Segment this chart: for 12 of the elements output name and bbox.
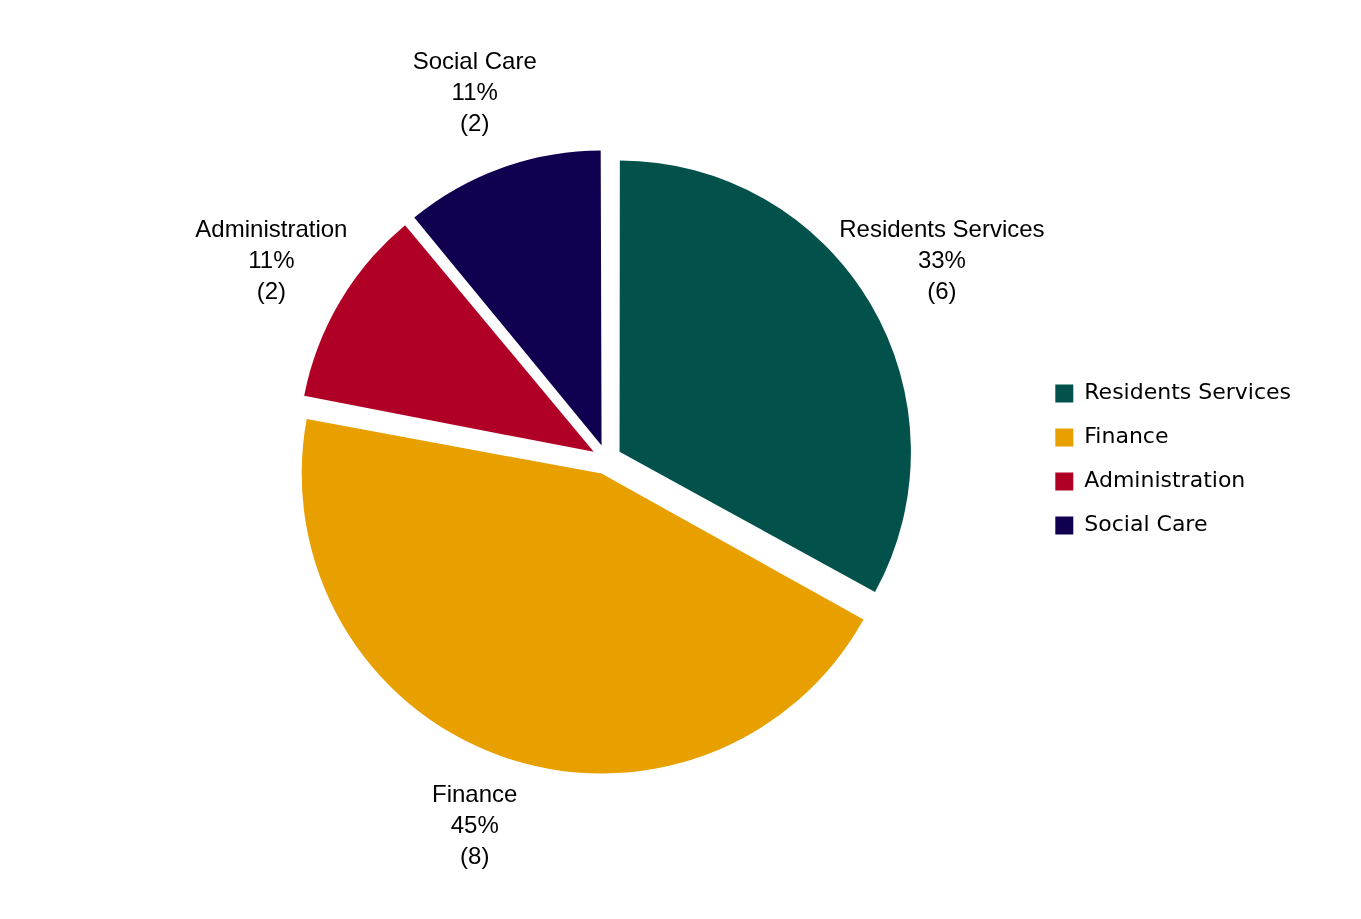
legend-label: Residents Services [1084,379,1291,405]
slice-label: Finance [432,779,518,807]
data-label: 11% (2) [451,77,498,136]
data-label: 45% (8) [450,810,499,869]
data-label: 33% (6) [917,245,966,304]
legend-label: Finance [1084,423,1169,449]
legend-label: Administration [1084,467,1246,493]
data-label: 11% (2) [248,245,295,304]
slice-label: Residents Services [839,214,1045,242]
slice-label: Administration [195,214,348,242]
slice-label: Social Care [412,46,537,74]
legend-label: Social Care [1084,511,1208,537]
